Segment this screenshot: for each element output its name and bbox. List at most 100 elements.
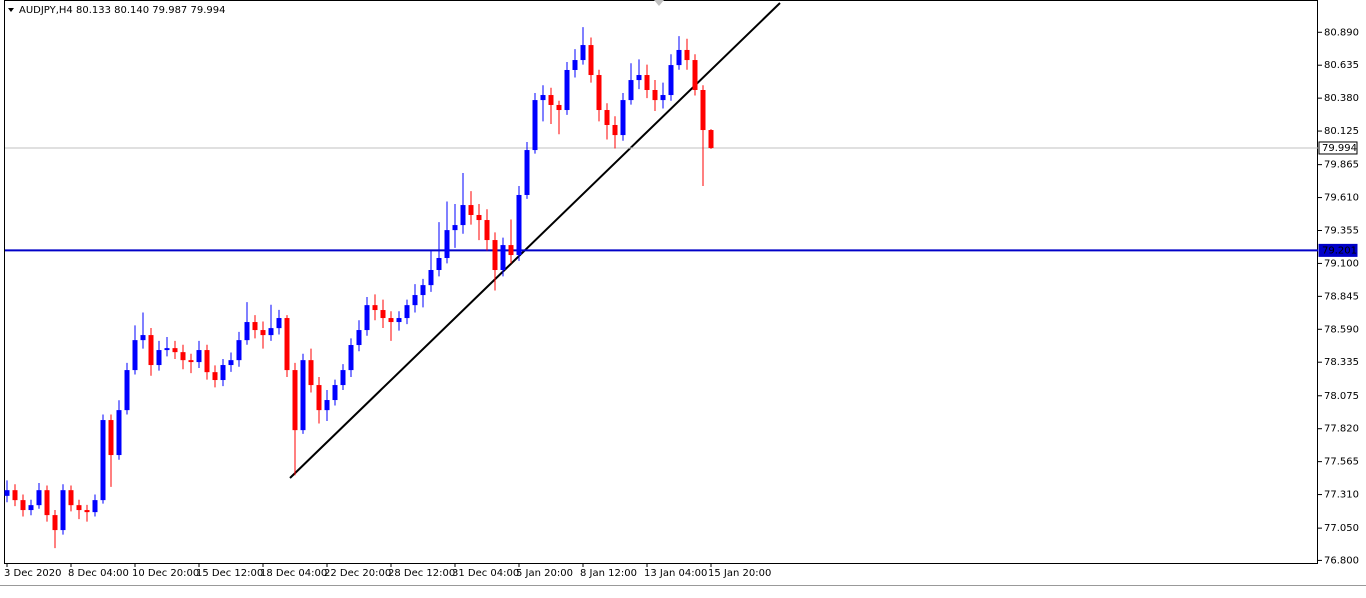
candle-body	[140, 335, 146, 341]
candle-body	[372, 305, 378, 311]
candle-body	[676, 49, 682, 66]
candle-body	[220, 365, 226, 381]
y-tick-label: 77.310	[1324, 490, 1359, 501]
candle-body	[580, 45, 586, 61]
candle-body	[620, 100, 626, 136]
candle-body	[68, 490, 74, 506]
candle-body	[260, 330, 266, 336]
candle-body	[380, 310, 386, 319]
y-tick-label: 78.335	[1324, 357, 1359, 368]
y-tick-label: 79.610	[1324, 193, 1359, 204]
menu-arrow	[8, 8, 14, 12]
candle-body	[284, 318, 290, 371]
candle-body	[500, 245, 506, 271]
y-tick-label: 77.565	[1324, 457, 1359, 468]
candle-body	[548, 95, 554, 105]
candle-body	[692, 60, 698, 91]
candle-body	[12, 490, 18, 501]
x-tick-label: 31 Dec 04:00	[452, 568, 519, 579]
candle-body	[348, 345, 354, 371]
y-tick-label: 80.635	[1324, 60, 1359, 71]
trend-line	[289, 2, 781, 479]
y-tick-label: 78.075	[1324, 391, 1359, 402]
candle-body	[460, 205, 466, 226]
candle-body	[52, 515, 58, 531]
candle-body	[228, 360, 234, 366]
candle-body	[28, 505, 34, 511]
candle-body	[476, 214, 482, 221]
candle-body	[604, 110, 610, 125]
chart-title: AUDJPY,H4 80.133 80.140 79.987 79.994	[19, 5, 225, 16]
candle-body	[684, 49, 690, 61]
candle-body	[180, 352, 186, 361]
x-tick-label: 28 Dec 12:00	[388, 568, 455, 579]
x-tick-label: 8 Dec 04:00	[68, 568, 129, 579]
x-tick-label: 5 Jan 20:00	[516, 568, 573, 579]
candle-body	[172, 348, 178, 353]
candle-body	[116, 410, 122, 456]
x-tick-label: 15 Dec 12:00	[196, 568, 263, 579]
candle-body	[292, 370, 298, 431]
candle-body	[572, 60, 578, 70]
x-tick-label: 3 Dec 2020	[4, 568, 62, 579]
candle-body	[268, 328, 274, 336]
y-tick-label: 80.125	[1324, 126, 1359, 137]
y-tick-label: 76.800	[1324, 555, 1359, 566]
candle-body	[324, 400, 330, 411]
candle-body	[148, 335, 154, 366]
candle-body	[356, 330, 362, 346]
candle-body	[188, 360, 194, 363]
candle-body	[164, 348, 170, 351]
candle-body	[4, 490, 10, 496]
candle-body	[212, 372, 218, 381]
candle-body	[388, 318, 394, 323]
candle-body	[20, 500, 26, 511]
x-tick-label: 18 Dec 04:00	[260, 568, 327, 579]
candle-body	[436, 257, 442, 271]
candle-body	[596, 75, 602, 111]
candle-body	[44, 490, 50, 516]
candle-body	[668, 65, 674, 96]
candle-body	[204, 350, 210, 373]
candle-body	[60, 490, 66, 531]
candle-body	[612, 124, 618, 136]
candle-body	[564, 69, 570, 111]
candle-body	[412, 295, 418, 306]
candle-body	[444, 230, 450, 258]
candle-body	[300, 360, 306, 431]
candle-body	[516, 194, 522, 256]
candle-body	[588, 45, 594, 76]
candle-body	[540, 95, 546, 101]
candle-body	[420, 285, 426, 296]
y-tick-label: 79.100	[1324, 258, 1359, 269]
candle-body	[468, 205, 474, 215]
y-tick-label: 80.380	[1324, 93, 1359, 104]
x-tick-label: 10 Dec 20:00	[132, 568, 199, 579]
price-label: 79.994	[1322, 143, 1357, 154]
candle-body	[660, 95, 666, 101]
candle-body	[316, 385, 322, 411]
candle-body	[236, 340, 242, 361]
y-tick-label: 79.355	[1324, 225, 1359, 236]
y-tick-label: 77.050	[1324, 523, 1359, 534]
candle-body	[124, 370, 130, 411]
candle-body	[100, 420, 106, 501]
shift-marker	[654, 0, 664, 6]
candle-body	[492, 240, 498, 271]
candle-body	[276, 318, 282, 329]
candle-body	[644, 75, 650, 91]
x-tick-label: 15 Jan 20:00	[708, 568, 771, 579]
candle-body	[556, 104, 562, 111]
candle-body	[628, 80, 634, 101]
price-label: 79.201	[1322, 245, 1357, 256]
price-label-box	[1318, 243, 1358, 257]
candle-body	[484, 220, 490, 241]
candle-body	[156, 350, 162, 366]
candle-body	[708, 130, 714, 148]
y-tick-label: 78.845	[1324, 291, 1359, 302]
candle-body	[396, 318, 402, 323]
price-label-box	[1318, 141, 1358, 155]
candle-body	[196, 350, 202, 363]
candle-body	[132, 340, 138, 371]
